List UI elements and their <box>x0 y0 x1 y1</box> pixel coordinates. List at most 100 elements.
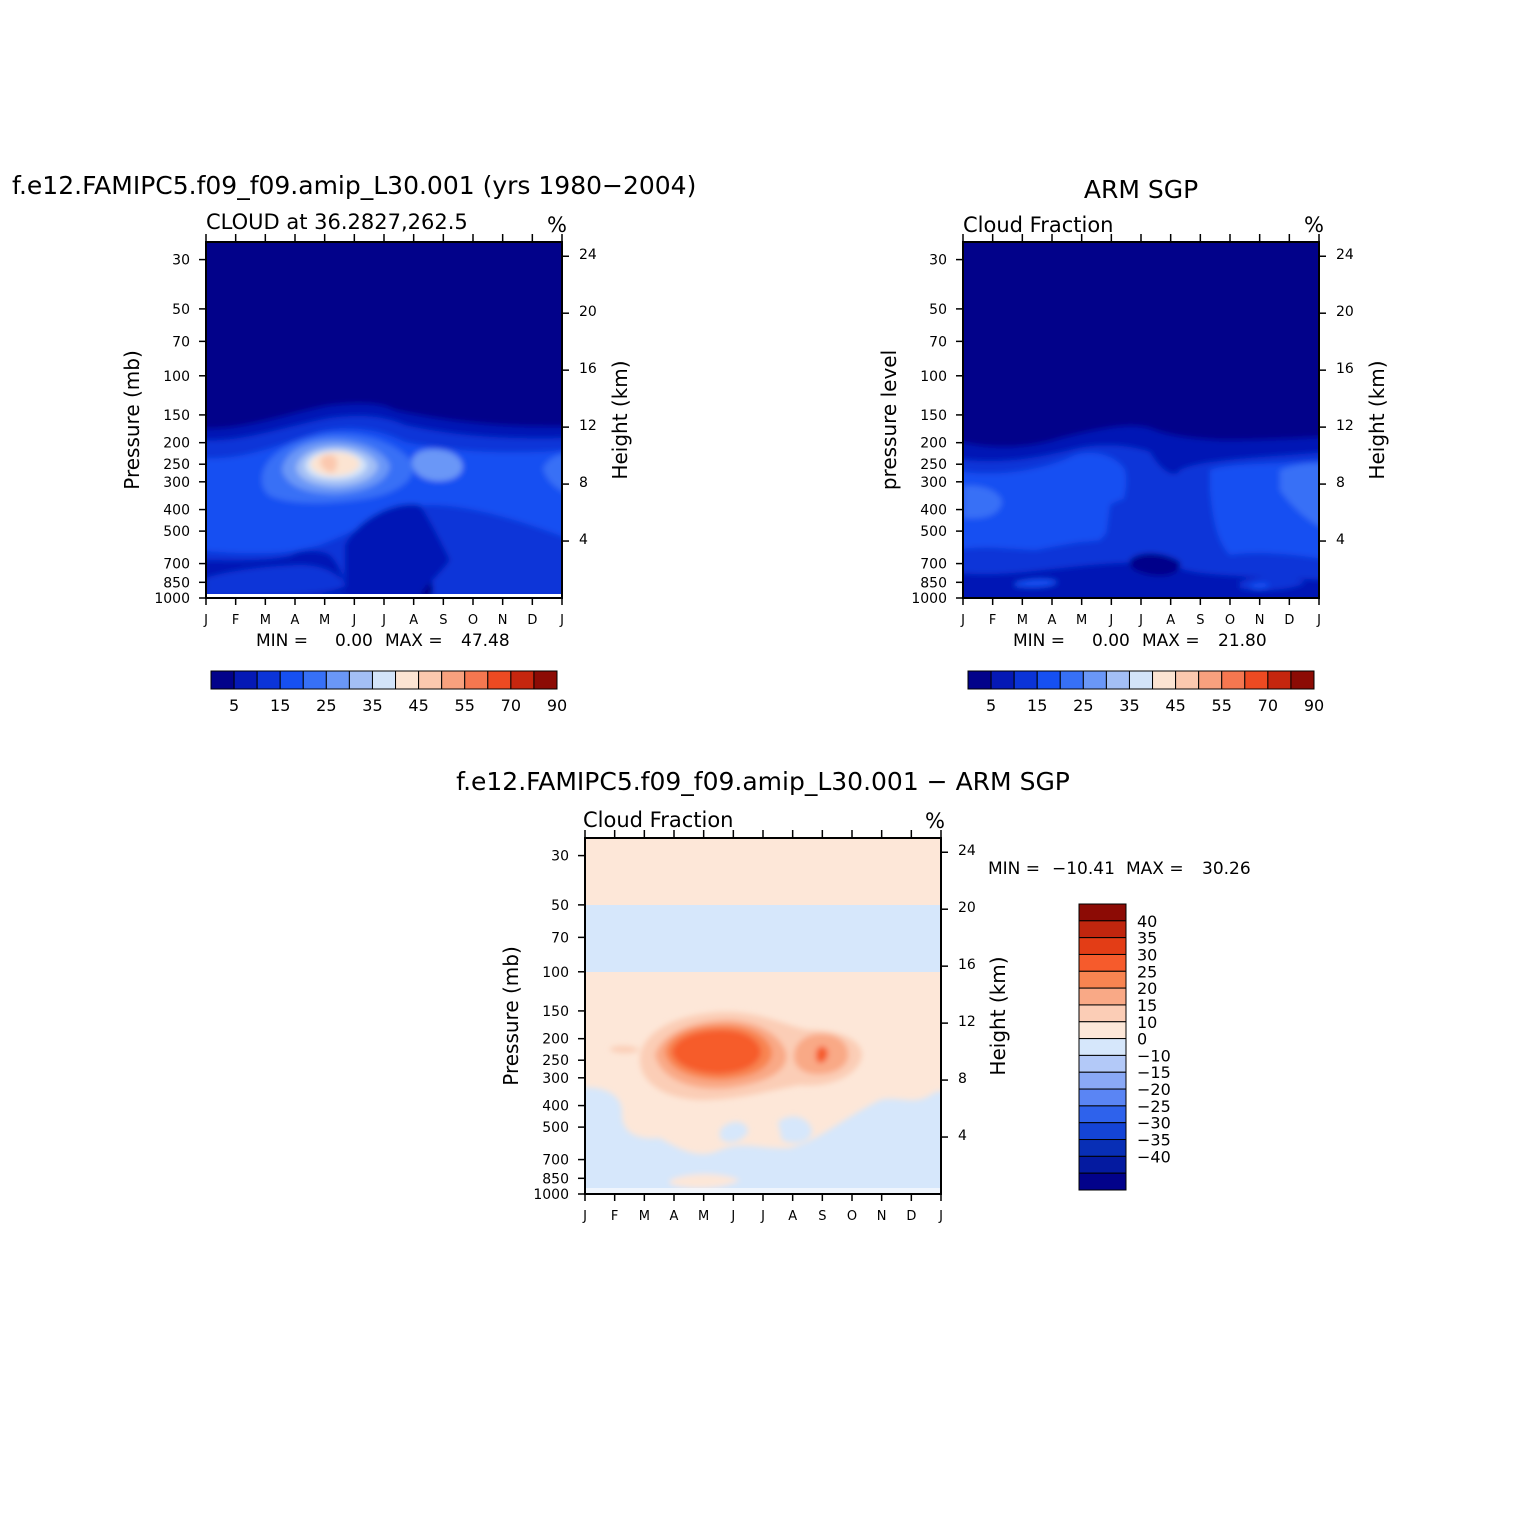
obs-right-axis: 24 20 16 12 8 4 <box>1319 247 1354 548</box>
obs-ylabel-right: Height (km) <box>1365 360 1389 479</box>
model-xtick-label: J <box>381 613 386 628</box>
obs-colorbar-label: 35 <box>1119 696 1139 715</box>
obs-xtick-label: J <box>960 613 965 628</box>
diff-colorbar-label: 25 <box>1137 962 1157 981</box>
diff-colorbar-swatch <box>1078 970 1127 989</box>
obs-xtick-label: N <box>1255 613 1265 628</box>
obs-xtick-label: M <box>1017 613 1028 628</box>
obs-ytick-label: 30 <box>929 253 947 269</box>
diff-xtick-label: D <box>906 1209 916 1224</box>
diff-height-tick-label: 4 <box>958 1128 967 1144</box>
obs-ytick-label: 150 <box>920 408 947 424</box>
model-ytick-label: 300 <box>163 475 190 491</box>
panel-diff: f.e12.FAMIPC5.f09_f09.amip_L30.001 − ARM… <box>456 767 1251 1224</box>
model-colorbar-swatch <box>233 670 258 690</box>
obs-ylabel: pressure level <box>877 350 901 490</box>
model-xtick-label: S <box>439 613 447 628</box>
model-min-label: MIN = <box>256 631 308 651</box>
diff-colorbar-label: 35 <box>1137 929 1157 948</box>
obs-ytick-label: 850 <box>920 575 947 591</box>
model-colorbar-swatch <box>533 670 558 690</box>
obs-height-tick-label: 20 <box>1336 304 1354 320</box>
diff-colorbar-swatch <box>1078 1088 1127 1107</box>
diff-colorbar-swatch <box>1078 920 1127 939</box>
obs-title: ARM SGP <box>1084 175 1198 204</box>
obs-height-tick-label: 24 <box>1336 247 1354 263</box>
model-xtick-label: O <box>468 613 478 628</box>
diff-colorbar-swatch <box>1078 1122 1127 1141</box>
diff-colorbar-label: −35 <box>1137 1131 1171 1150</box>
obs-colorbar-swatch <box>1221 670 1246 690</box>
obs-colorbar-swatch <box>1105 670 1130 690</box>
model-max-value: 47.48 <box>461 631 510 651</box>
diff-title: f.e12.FAMIPC5.f09_f09.amip_L30.001 − ARM… <box>456 767 1070 796</box>
model-colorbar-label: 90 <box>547 696 567 715</box>
model-ytick-label: 250 <box>163 457 190 473</box>
diff-right-axis: 24 20 16 12 8 4 <box>941 843 976 1144</box>
obs-xtick-label: J <box>1316 613 1321 628</box>
model-colorbar-swatch <box>325 670 350 690</box>
model-right-axis: 24 20 16 12 8 4 <box>562 247 597 548</box>
diff-height-tick-label: 12 <box>958 1014 976 1030</box>
model-xtick-label: M <box>319 613 330 628</box>
diff-xtick-label: S <box>818 1209 826 1224</box>
model-ylabel-right: Height (km) <box>608 360 632 479</box>
diff-ylabel: Pressure (mb) <box>499 946 523 1086</box>
diff-colorbar-swatch <box>1078 903 1127 922</box>
diff-colorbar-label: −15 <box>1137 1063 1171 1082</box>
diff-xtick-label: J <box>582 1209 587 1224</box>
obs-xtick-label: F <box>989 613 996 628</box>
panel-model: f.e12.FAMIPC5.f09_f09.amip_L30.001 (yrs … <box>12 171 696 715</box>
diff-height-tick-label: 24 <box>958 843 976 859</box>
model-colorbar: 5 15 25 35 45 55 70 90 <box>210 670 567 715</box>
obs-xtick-label: A <box>1166 613 1175 628</box>
model-title: f.e12.FAMIPC5.f09_f09.amip_L30.001 (yrs … <box>12 171 696 200</box>
model-height-tick-label: 16 <box>579 361 597 377</box>
obs-colorbar-label: 45 <box>1165 696 1185 715</box>
obs-max-label: MAX = <box>1142 631 1200 651</box>
obs-units: % <box>1304 213 1324 237</box>
obs-ytick-label: 300 <box>920 475 947 491</box>
obs-height-tick-label: 12 <box>1336 418 1354 434</box>
obs-colorbar-label: 70 <box>1258 696 1278 715</box>
diff-colorbar-swatch <box>1078 1071 1127 1090</box>
diff-xtick-label: J <box>730 1209 735 1224</box>
model-ytick-label: 850 <box>163 575 190 591</box>
model-ytick-label: 30 <box>172 253 190 269</box>
obs-colorbar: 5 15 25 35 45 55 70 90 <box>967 670 1324 715</box>
model-ytick-label: 50 <box>172 302 190 318</box>
obs-colorbar-swatch <box>1059 670 1084 690</box>
model-ytick-label: 150 <box>163 408 190 424</box>
diff-ytick-label: 300 <box>542 1071 569 1087</box>
model-colorbar-swatch <box>371 670 397 690</box>
diff-ytick-label: 1000 <box>533 1187 569 1203</box>
obs-ytick-label: 1000 <box>911 591 947 607</box>
model-colorbar-swatch <box>510 670 535 690</box>
obs-subtitle: Cloud Fraction <box>963 213 1114 237</box>
obs-colorbar-swatch <box>1244 670 1269 690</box>
model-height-tick-label: 24 <box>579 247 597 263</box>
diff-ytick-label: 700 <box>542 1153 569 1169</box>
diff-colorbar-swatch <box>1078 1172 1127 1191</box>
obs-max-value: 21.80 <box>1218 631 1267 651</box>
diff-ytick-label: 50 <box>551 898 569 914</box>
model-colorbar-label: 35 <box>362 696 382 715</box>
model-height-tick-label: 8 <box>579 475 588 491</box>
model-xtick-label: N <box>498 613 508 628</box>
diff-colorbar-label: 15 <box>1137 996 1157 1015</box>
diff-colorbar-swatch <box>1078 1054 1127 1073</box>
obs-colorbar-swatch <box>1152 670 1177 690</box>
obs-ytick-label: 200 <box>920 436 947 452</box>
obs-colorbar-swatch <box>1128 670 1154 690</box>
model-colorbar-swatch <box>256 670 281 690</box>
diff-min-value: −10.41 <box>1052 859 1115 879</box>
model-units: % <box>547 213 567 237</box>
diff-max-value: 30.26 <box>1202 859 1251 879</box>
diff-ytick-label: 200 <box>542 1032 569 1048</box>
